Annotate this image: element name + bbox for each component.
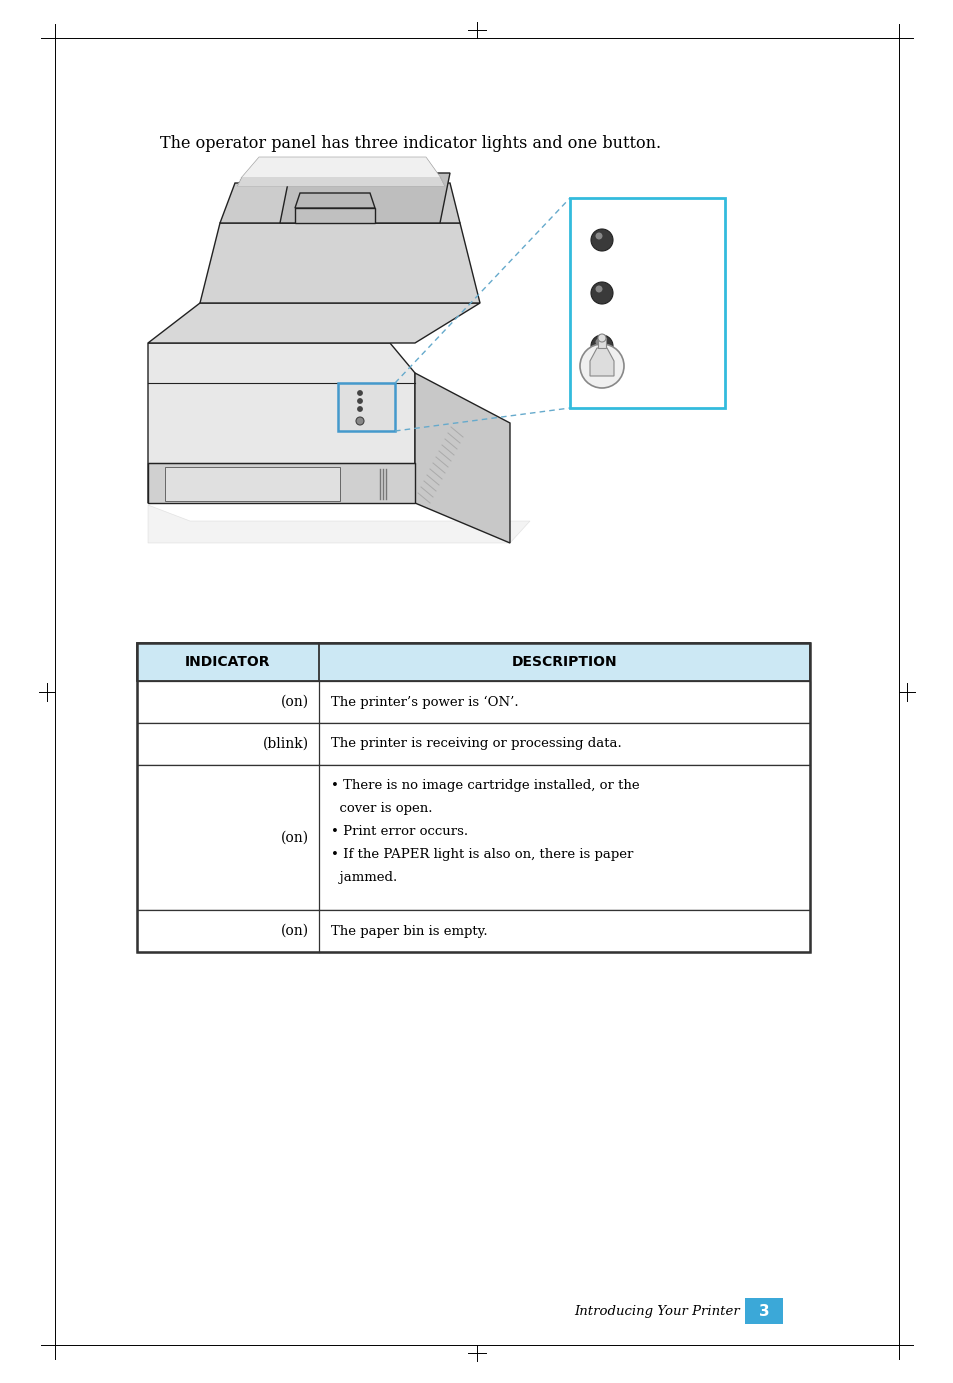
Circle shape bbox=[357, 398, 362, 404]
Text: • Print error occurs.: • Print error occurs. bbox=[331, 826, 467, 838]
Circle shape bbox=[595, 232, 602, 239]
Polygon shape bbox=[294, 194, 375, 207]
Polygon shape bbox=[598, 337, 605, 349]
Text: (on): (on) bbox=[280, 831, 309, 845]
Bar bbox=[137, 723, 809, 765]
Circle shape bbox=[590, 335, 613, 357]
Bar bbox=[744, 1299, 782, 1324]
Text: The paper bin is empty.: The paper bin is empty. bbox=[331, 924, 487, 938]
Polygon shape bbox=[240, 159, 441, 180]
Text: DESCRIPTION: DESCRIPTION bbox=[511, 656, 617, 669]
Polygon shape bbox=[294, 207, 375, 223]
Circle shape bbox=[355, 418, 364, 425]
Bar bbox=[137, 910, 809, 952]
Polygon shape bbox=[415, 373, 510, 544]
Polygon shape bbox=[148, 505, 530, 544]
Polygon shape bbox=[148, 463, 415, 503]
Bar bbox=[137, 643, 809, 680]
Polygon shape bbox=[236, 165, 444, 185]
Text: (blink): (blink) bbox=[262, 737, 309, 751]
Text: (on): (on) bbox=[280, 924, 309, 938]
Text: The printer is receiving or processing data.: The printer is receiving or processing d… bbox=[331, 737, 620, 751]
Circle shape bbox=[595, 339, 602, 346]
Text: • There is no image cartridge installed, or the: • There is no image cartridge installed,… bbox=[331, 779, 639, 792]
Polygon shape bbox=[148, 343, 415, 503]
Polygon shape bbox=[239, 160, 442, 183]
Polygon shape bbox=[220, 183, 459, 223]
Bar bbox=[337, 383, 395, 431]
Polygon shape bbox=[200, 223, 479, 303]
Text: (on): (on) bbox=[280, 696, 309, 709]
Polygon shape bbox=[165, 467, 339, 501]
Polygon shape bbox=[280, 173, 450, 223]
Polygon shape bbox=[241, 158, 440, 178]
Circle shape bbox=[595, 285, 602, 292]
Circle shape bbox=[590, 230, 613, 250]
Bar bbox=[137, 680, 809, 723]
Circle shape bbox=[590, 282, 613, 304]
Polygon shape bbox=[148, 303, 479, 343]
Text: • If the PAPER light is also on, there is paper: • If the PAPER light is also on, there i… bbox=[331, 848, 633, 862]
Bar bbox=[569, 198, 724, 408]
Polygon shape bbox=[589, 349, 614, 376]
Text: 3: 3 bbox=[758, 1304, 768, 1318]
Text: cover is open.: cover is open. bbox=[331, 802, 432, 815]
Circle shape bbox=[357, 407, 362, 411]
Bar bbox=[137, 765, 809, 910]
Polygon shape bbox=[237, 163, 443, 184]
Text: jammed.: jammed. bbox=[331, 871, 396, 884]
Bar bbox=[137, 643, 809, 952]
Text: Introducing Your Printer: Introducing Your Printer bbox=[574, 1304, 740, 1318]
Circle shape bbox=[598, 335, 605, 342]
Text: The operator panel has three indicator lights and one button.: The operator panel has three indicator l… bbox=[160, 136, 660, 152]
Circle shape bbox=[579, 344, 623, 389]
Circle shape bbox=[357, 391, 362, 396]
Text: The printer’s power is ‘ON’.: The printer’s power is ‘ON’. bbox=[331, 696, 517, 708]
Text: INDICATOR: INDICATOR bbox=[185, 656, 271, 669]
